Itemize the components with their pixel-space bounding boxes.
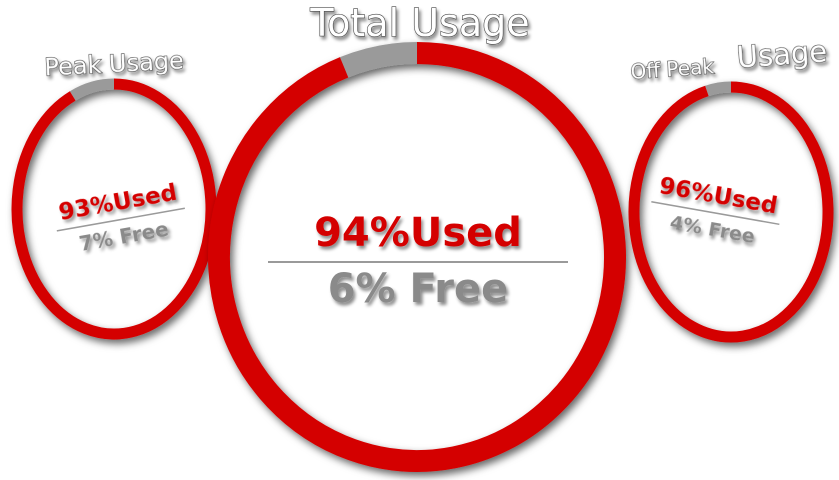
gauge-total-usage: Total Usage 94%Used 6% Free	[208, 0, 627, 472]
offpeak-free-label: 4% Free	[668, 211, 756, 248]
total-free-label: 6% Free	[328, 266, 509, 312]
offpeak-ring	[628, 81, 834, 343]
offpeak-title-part1: Off Peak	[630, 54, 715, 84]
peak-divider	[56, 207, 185, 232]
total-free-arc	[339, 42, 418, 78]
total-used-arc	[208, 42, 627, 472]
peak-used-arc	[11, 78, 217, 340]
peak-free-arc	[69, 78, 115, 101]
total-ring	[208, 42, 627, 472]
offpeak-used-arc	[628, 81, 834, 343]
gauge-off-peak-usage: Off Peak Usage 96%Used 4% Free	[628, 34, 834, 343]
offpeak-free-arc	[705, 81, 732, 97]
peak-title: Peak Usage	[44, 46, 185, 81]
total-used-label: 94%Used	[314, 210, 522, 256]
offpeak-divider	[651, 201, 780, 226]
peak-free-label: 7% Free	[77, 217, 170, 256]
peak-ring	[11, 78, 217, 340]
total-title: Total Usage	[309, 1, 529, 45]
offpeak-title-part2: Usage	[736, 34, 829, 74]
gauge-peak-usage: Peak Usage 93%Used 7% Free	[11, 46, 217, 340]
